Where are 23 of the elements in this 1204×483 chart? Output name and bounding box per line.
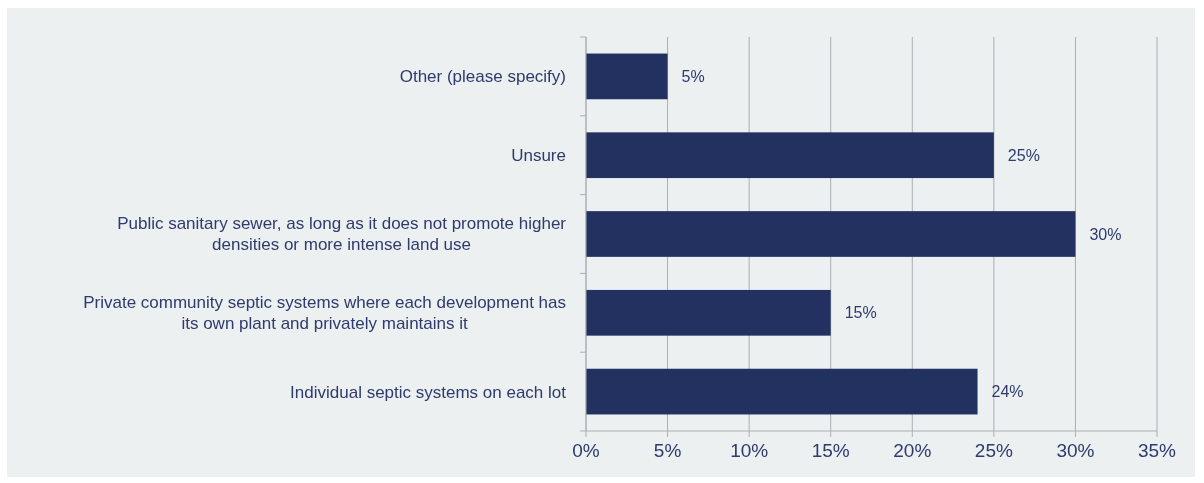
bar	[586, 289, 831, 336]
y-tick-label: Private community septic systems where each development has its own plant and privately maintains it	[83, 293, 566, 334]
x-tick-label: 35%	[1137, 440, 1177, 461]
x-tick-label: 20%	[893, 440, 932, 461]
y-tick-label: Individual septic systems on each lot	[290, 382, 567, 402]
x-tick-label: 25%	[974, 440, 1013, 461]
x-tick-label: 0%	[572, 440, 600, 461]
data-label: 15%	[844, 304, 877, 322]
data-label: 5%	[681, 68, 705, 85]
data-label: 24%	[991, 383, 1024, 401]
data-label: 30%	[1089, 225, 1122, 243]
y-tick-label: Public sanitary sewer, as long as it does not promote higher densities or more intense land use	[117, 214, 567, 255]
x-tick-label: 15%	[811, 440, 850, 461]
bar	[586, 368, 978, 415]
data-label: 25%	[1007, 146, 1040, 164]
x-tick-label: 5%	[653, 440, 682, 461]
y-tick-label: Other (please specify)	[399, 67, 566, 87]
bar	[586, 132, 994, 179]
bar	[586, 53, 668, 100]
x-tick-label: 30%	[1056, 440, 1095, 461]
y-tick-label: Unsure	[511, 146, 566, 166]
bar	[586, 211, 1076, 257]
x-tick-label: 10%	[730, 440, 769, 461]
